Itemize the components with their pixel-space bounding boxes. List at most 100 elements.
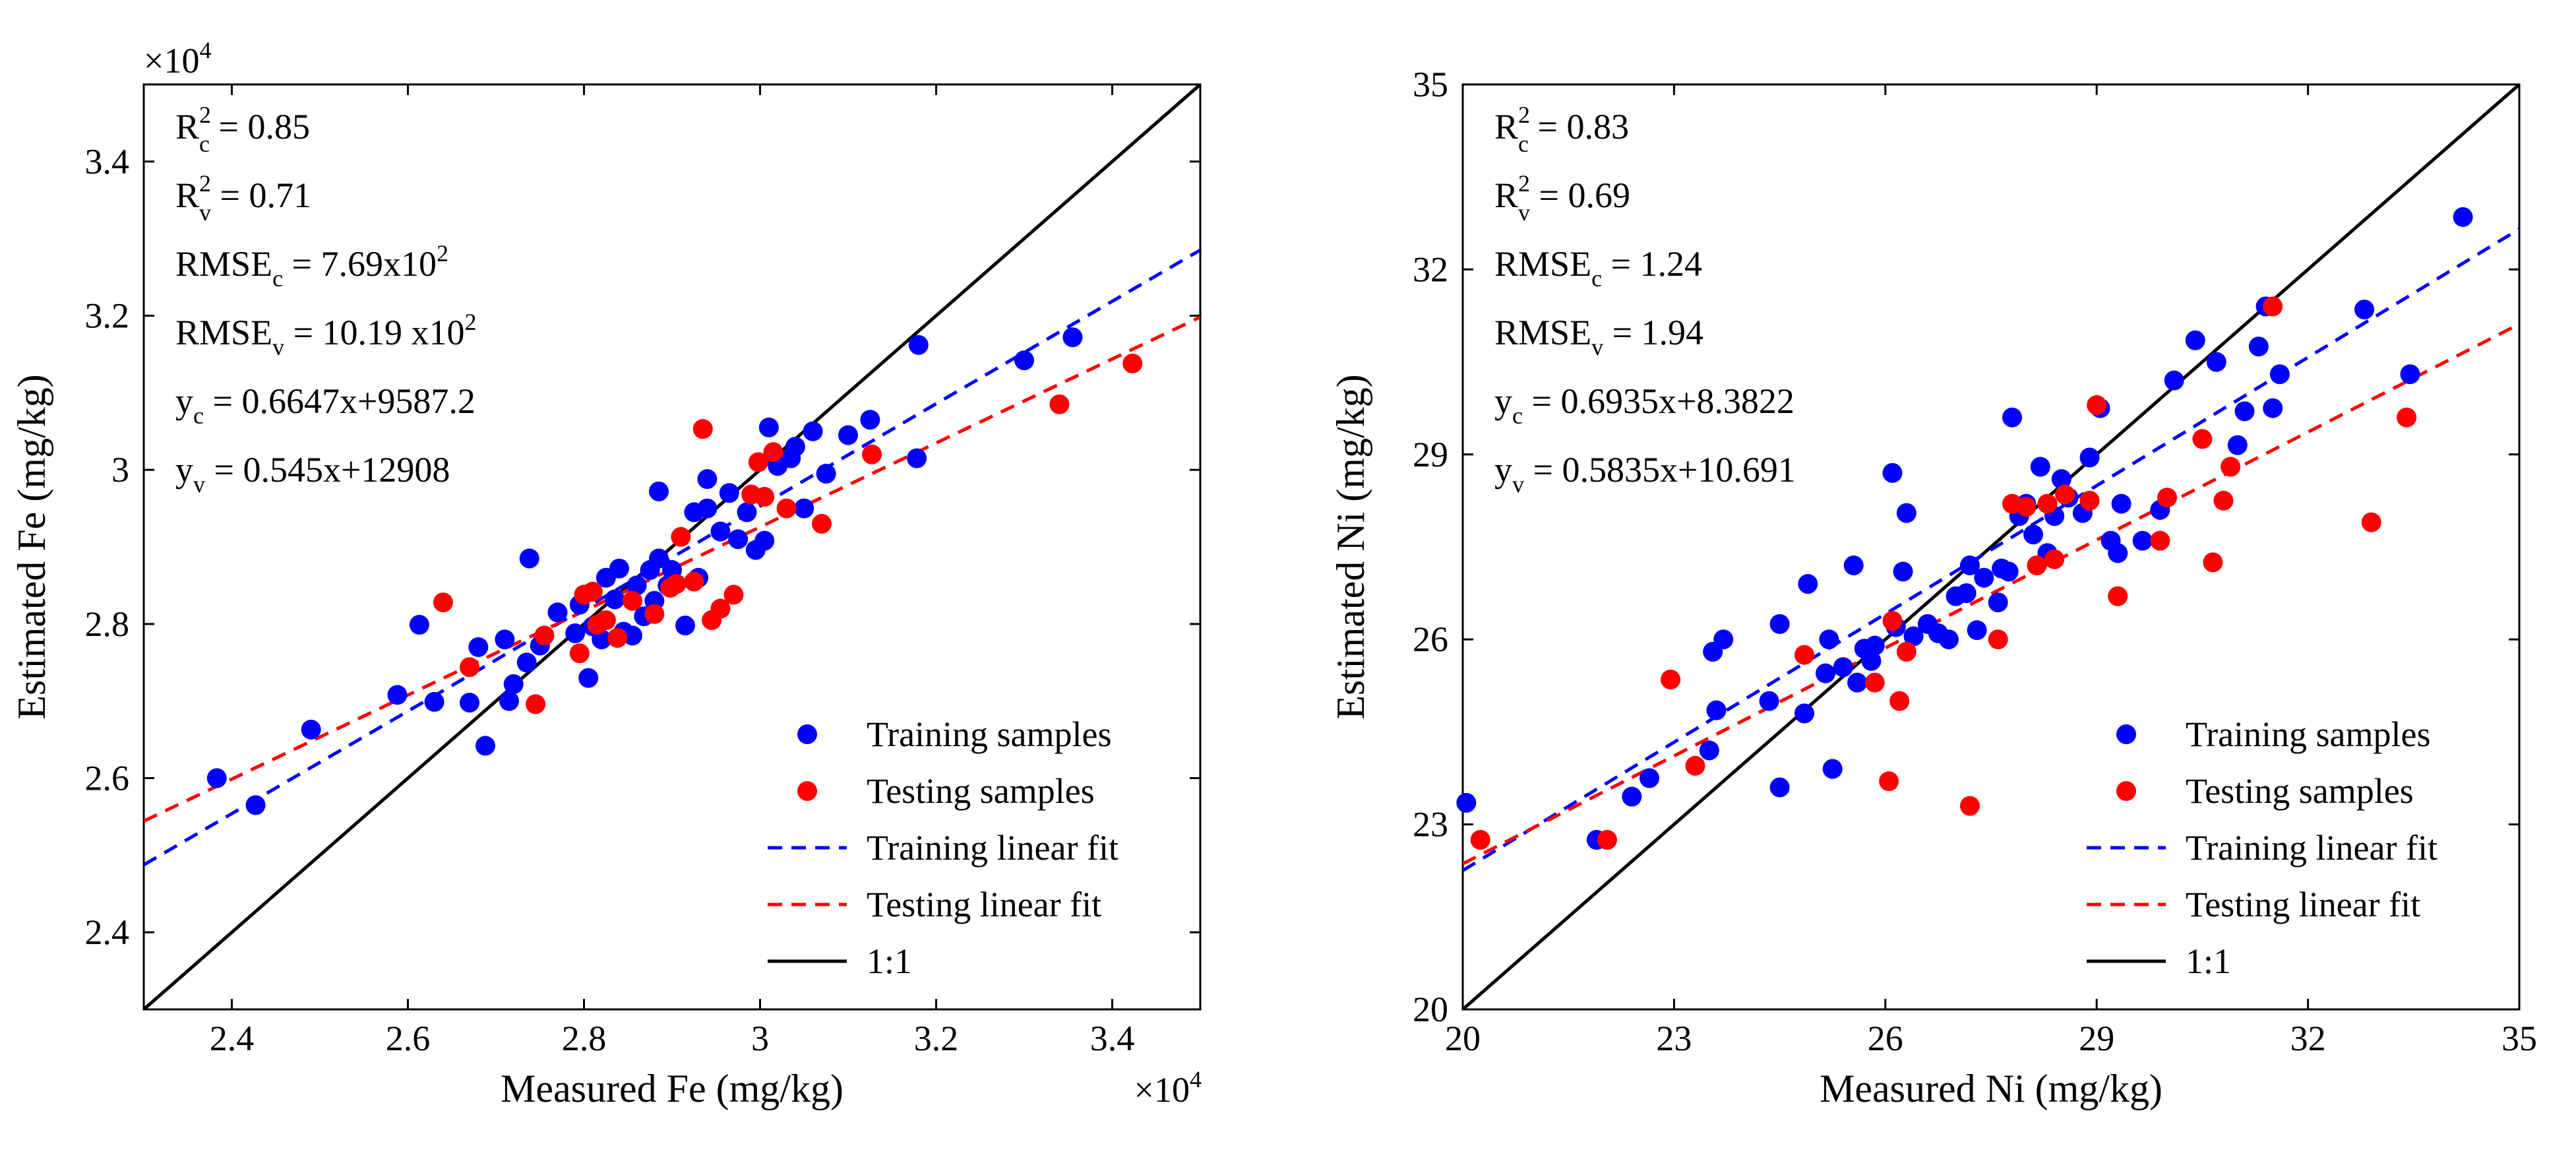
training-point (2227, 435, 2248, 455)
legend-marker (797, 724, 817, 744)
y-axis-label: Estimated Fe (mg/kg) (10, 374, 53, 719)
training-point (728, 529, 749, 550)
testing-point (723, 585, 744, 605)
y-tick-label: 2.6 (85, 759, 130, 798)
training-point (516, 652, 537, 673)
stats-block: R2 c = 0.83 R2 v = 0.69 RMSEc = 1.24 RMSEv = … (1494, 102, 1796, 497)
legend-label: 1:1 (867, 941, 912, 981)
testing-point (644, 604, 665, 624)
training-point (1062, 327, 1083, 348)
fit-lines (1463, 84, 2519, 1009)
stat-line: R2 c = 0.85 (175, 102, 310, 157)
training-point (2185, 330, 2205, 350)
training-point (1903, 626, 1924, 647)
testing-point (666, 574, 687, 594)
x-tick-label: 26 (1868, 1019, 1903, 1058)
testing-point (433, 592, 453, 613)
training-point (387, 685, 408, 705)
testing-point (526, 694, 546, 714)
training-point (1896, 503, 1917, 523)
testing-point (1882, 611, 1903, 631)
testing-point (2087, 395, 2107, 416)
training-point (1816, 663, 1836, 683)
testing-point (2027, 555, 2047, 576)
training-point (781, 448, 801, 468)
testing-point (862, 444, 882, 464)
training-point (2030, 457, 2050, 477)
testing-point (1122, 353, 1143, 373)
training-point (2234, 401, 2255, 422)
training-point (1967, 620, 1987, 641)
stat-line: yc = 0.6935x+8.3822 (1494, 381, 1794, 429)
training-point (565, 623, 586, 643)
testing-point (2397, 407, 2417, 428)
plot-frame (142, 83, 1202, 1011)
x-axis-label: Measured Ni (mg/kg) (1820, 1067, 2162, 1110)
training-point (907, 448, 927, 468)
training-fit-line (1463, 228, 2519, 872)
legend: Training samples Testing samples Training … (2087, 714, 2438, 981)
legend-marker (2116, 781, 2136, 801)
training-point (1956, 583, 1977, 604)
training-point (301, 719, 321, 740)
training-point (1713, 629, 1734, 650)
testing-point (2016, 497, 2037, 517)
testing-point (459, 657, 479, 678)
testing-point (1959, 796, 1980, 816)
legend-label: Testing samples (2186, 771, 2414, 811)
testing-point (2213, 490, 2234, 511)
testing-point (2037, 493, 2058, 514)
testing-fit-line (144, 315, 1200, 823)
training-point (605, 589, 625, 610)
training-point (1759, 691, 1779, 711)
testing-point (1685, 755, 1705, 776)
training-point (803, 421, 823, 441)
training-point (1959, 555, 1980, 576)
training-point (2079, 447, 2100, 468)
testing-point (748, 452, 768, 472)
stat-line: RMSEc = 1.24 (1494, 244, 1702, 292)
training-point (758, 417, 779, 437)
testing-point (2157, 488, 2177, 508)
x-tick-label: 2.4 (210, 1019, 255, 1058)
training-point (1640, 768, 1660, 788)
legend-label: Training linear fit (2186, 828, 2438, 868)
training-point (860, 410, 880, 430)
y-tick-label: 3.2 (85, 296, 130, 336)
training-point (675, 616, 696, 636)
training-fit-line (144, 248, 1200, 867)
testing-points (433, 353, 1143, 714)
legend-label: Testing samples (867, 771, 1095, 811)
training-point (2400, 364, 2420, 385)
y-tick-label: 2.8 (85, 604, 130, 644)
training-point (2111, 493, 2131, 514)
testing-point (2108, 586, 2128, 606)
testing-point (671, 526, 691, 547)
training-point (697, 469, 718, 490)
testing-point (2361, 512, 2381, 532)
training-point (1998, 561, 2019, 582)
testing-point (2079, 490, 2100, 511)
training-point (1769, 614, 1790, 634)
training-point (499, 691, 520, 711)
testing-point (684, 571, 704, 592)
training-point (1893, 561, 1913, 582)
legend-marker (2116, 724, 2136, 744)
testing-point (2150, 530, 2170, 551)
training-point (1843, 555, 1864, 576)
training-point (2354, 300, 2375, 320)
stat-line: R2 v = 0.71 (175, 170, 311, 226)
testing-point (596, 610, 616, 630)
testing-point (534, 625, 555, 646)
y-exponent-label: ×104 (144, 37, 211, 80)
legend-label: Training samples (867, 714, 1112, 754)
training-point (816, 464, 836, 484)
y-axis-label: Estimated Ni (mg/kg) (1329, 374, 1372, 719)
testing-point (1597, 829, 1617, 850)
testing-point (1661, 669, 1681, 689)
stat-line: RMSEv = 1.94 (1494, 313, 1703, 360)
legend-label: Testing linear fit (2186, 885, 2420, 924)
stat-line: yv = 0.5835x+10.691 (1494, 450, 1796, 497)
y-tick-label: 35 (1413, 65, 1448, 104)
